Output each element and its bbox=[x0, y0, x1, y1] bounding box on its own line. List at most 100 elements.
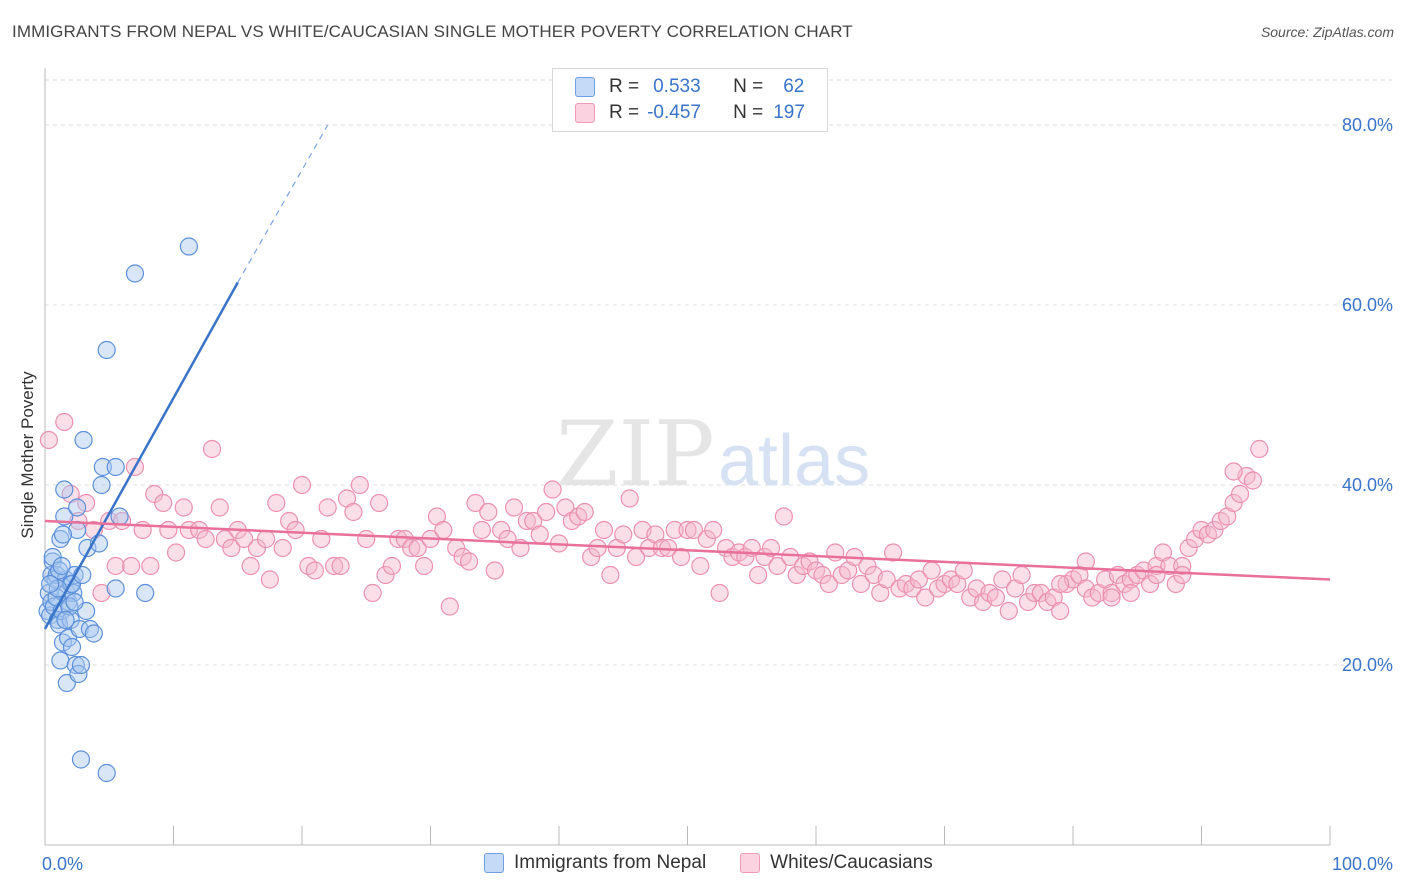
data-point-whites bbox=[459, 552, 479, 571]
data-point-whites bbox=[1076, 552, 1095, 571]
data-point-whites bbox=[1250, 439, 1269, 459]
data-point-whites bbox=[408, 538, 427, 558]
data-point-whites bbox=[986, 588, 1006, 607]
data-point-whites bbox=[678, 520, 697, 540]
data-point-nepal bbox=[53, 525, 73, 544]
data-point-whites bbox=[77, 493, 96, 513]
data-point-whites bbox=[665, 520, 684, 540]
data-point-whites bbox=[179, 520, 199, 540]
data-point-nepal bbox=[110, 507, 129, 526]
data-point-whites bbox=[916, 588, 935, 607]
data-point-whites bbox=[256, 529, 276, 549]
data-point-whites bbox=[883, 543, 903, 562]
legend-r-value: 0.533 bbox=[653, 76, 701, 97]
trend-line-nepal-extension bbox=[237, 124, 329, 283]
trend-lines bbox=[43, 124, 1331, 630]
data-point-whites bbox=[305, 561, 324, 580]
legend-swatch-nepal bbox=[575, 77, 595, 97]
data-point-whites bbox=[202, 439, 222, 459]
data-point-whites bbox=[1179, 538, 1198, 558]
data-point-whites bbox=[1160, 556, 1179, 576]
data-point-whites bbox=[55, 412, 74, 432]
data-point-whites bbox=[774, 507, 793, 526]
legend-r-label: R = bbox=[609, 76, 640, 97]
data-point-whites bbox=[350, 475, 369, 495]
data-point-nepal bbox=[65, 592, 84, 612]
data-point-whites bbox=[370, 493, 389, 513]
data-point-whites bbox=[325, 556, 344, 576]
data-point-nepal bbox=[106, 457, 125, 477]
chart-title: IMMIGRANTS FROM NEPAL VS WHITE/CAUCASIAN… bbox=[12, 22, 853, 41]
data-point-whites bbox=[620, 489, 639, 508]
data-point-whites bbox=[582, 547, 601, 567]
data-point-whites bbox=[344, 502, 363, 522]
data-point-whites bbox=[260, 570, 279, 589]
data-point-whites bbox=[543, 480, 562, 499]
data-point-nepal bbox=[97, 763, 116, 783]
legend-label-whites: Whites/Caucasians bbox=[770, 852, 933, 873]
data-point-nepal bbox=[125, 264, 145, 283]
data-point-nepal bbox=[106, 579, 125, 598]
data-point-whites bbox=[222, 538, 241, 558]
data-point-whites bbox=[1025, 583, 1044, 603]
data-point-whites bbox=[813, 565, 832, 585]
data-point-whites bbox=[819, 574, 838, 594]
x-tick-label: 100.0% bbox=[1332, 854, 1393, 874]
data-point-whites bbox=[1205, 520, 1224, 540]
data-point-whites bbox=[909, 570, 928, 589]
data-point-nepal bbox=[41, 574, 60, 594]
data-point-whites bbox=[1243, 471, 1263, 490]
data-point-whites bbox=[1018, 592, 1038, 612]
legend-swatch-nepal bbox=[484, 853, 504, 873]
watermark-zip: ZIP bbox=[556, 402, 715, 507]
chart-source: Source: ZipAtlas.com bbox=[1260, 24, 1394, 40]
watermark-atlas: atlas bbox=[718, 421, 870, 501]
data-point-whites bbox=[575, 502, 594, 522]
legend-r-value: -0.457 bbox=[647, 102, 701, 123]
trend-line-whites bbox=[44, 519, 1331, 581]
legend-swatch-whites bbox=[575, 103, 595, 123]
data-point-whites bbox=[273, 538, 292, 558]
data-point-whites bbox=[479, 502, 498, 522]
data-point-whites bbox=[704, 520, 723, 540]
legend-r-label: R = bbox=[609, 102, 640, 123]
data-point-whites bbox=[710, 583, 729, 603]
legend-n-label: N = bbox=[733, 76, 764, 97]
watermark: ZIP atlas bbox=[556, 402, 870, 507]
data-point-whites bbox=[1147, 565, 1166, 585]
data-point-whites bbox=[684, 520, 704, 540]
data-point-whites bbox=[106, 556, 125, 576]
data-point-nepal bbox=[136, 583, 155, 603]
data-point-whites bbox=[537, 502, 556, 522]
data-point-nepal bbox=[51, 651, 70, 670]
data-point-whites bbox=[215, 529, 234, 549]
data-point-whites bbox=[492, 520, 511, 540]
data-point-whites bbox=[697, 529, 716, 549]
series-whites-points bbox=[39, 412, 1269, 621]
data-point-whites bbox=[614, 525, 633, 544]
data-point-nepal bbox=[179, 237, 199, 256]
data-point-whites bbox=[517, 511, 536, 531]
legend-n-value: 197 bbox=[773, 102, 805, 123]
data-point-whites bbox=[1051, 574, 1070, 594]
data-point-whites bbox=[787, 565, 806, 585]
series-nepal-points bbox=[38, 237, 199, 783]
data-point-whites bbox=[1051, 601, 1070, 621]
data-point-whites bbox=[440, 597, 459, 616]
data-point-whites bbox=[190, 520, 209, 540]
data-point-whites bbox=[1224, 462, 1243, 481]
data-point-whites bbox=[922, 561, 941, 580]
data-point-whites bbox=[504, 498, 524, 517]
x-tick-labels: 0.0% 100.0% bbox=[42, 854, 1393, 874]
x-tick-label: 0.0% bbox=[42, 854, 83, 874]
y-tick-label: 40.0% bbox=[1342, 475, 1393, 495]
data-point-whites bbox=[154, 493, 173, 513]
data-point-whites bbox=[761, 538, 781, 558]
data-point-nepal bbox=[52, 556, 71, 576]
data-point-whites bbox=[376, 565, 395, 585]
data-point-whites bbox=[999, 601, 1018, 621]
data-point-nepal bbox=[62, 637, 82, 657]
stats-legend: R = 0.533 N = 62 R = -0.457 N = 197 bbox=[552, 68, 828, 132]
legend-row-nepal: R = 0.533 N = 62 bbox=[575, 75, 804, 99]
